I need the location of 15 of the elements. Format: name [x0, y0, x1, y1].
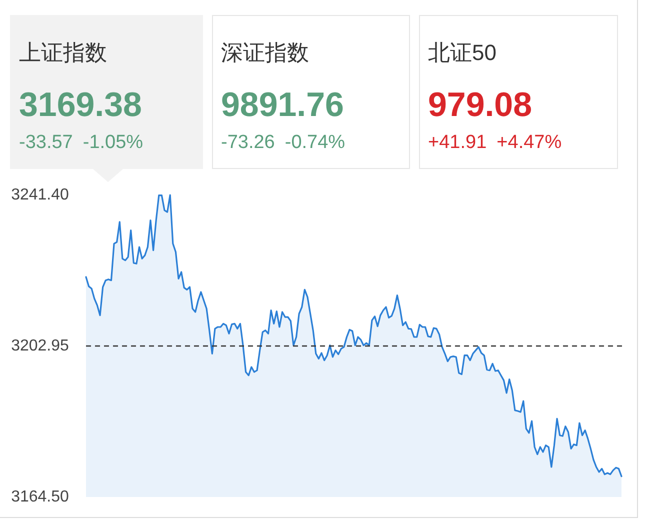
y-tick-label: 3202.95 [11, 338, 70, 354]
text: +41.91 [428, 132, 487, 153]
text: -33.57 [19, 132, 73, 153]
text: 上证指数 [19, 39, 107, 67]
text: +4.47% [496, 132, 562, 153]
y-tick-label: 3164.50 [11, 488, 70, 506]
text: 979.08 [428, 86, 532, 125]
text: -0.74% [284, 132, 346, 153]
text: 3169.38 [19, 86, 142, 125]
text: -73.26 [221, 132, 275, 153]
text: -1.05% [82, 132, 144, 153]
y-tick-label: 3241.40 [11, 186, 70, 204]
text: 北证50 [428, 39, 496, 67]
text: 9891.76 [221, 86, 344, 125]
text: 深证指数 [221, 39, 309, 67]
